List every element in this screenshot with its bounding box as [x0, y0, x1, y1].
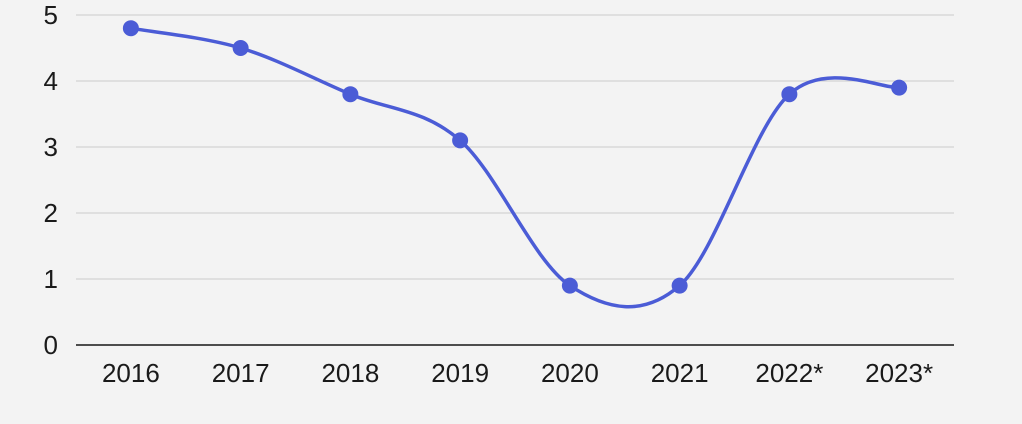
data-point: [891, 79, 908, 96]
data-point: [561, 277, 578, 294]
x-axis-label: 2023*: [865, 358, 933, 388]
data-point: [232, 40, 249, 56]
y-axis-label: 5: [44, 0, 58, 30]
x-axis-label: 2021: [651, 358, 709, 388]
y-axis-label: 2: [44, 198, 58, 228]
data-point: [342, 86, 359, 103]
x-axis-label: 2016: [102, 358, 160, 388]
y-axis-label: 0: [44, 330, 58, 360]
x-axis-label: 2018: [321, 358, 379, 388]
x-axis-label: 2020: [541, 358, 599, 388]
x-axis-label: 2017: [212, 358, 270, 388]
data-line: [129, 26, 901, 309]
data-point: [452, 132, 469, 149]
data-point: [671, 277, 688, 294]
y-axis-label: 1: [44, 264, 58, 294]
x-axis-label: 2022*: [755, 358, 823, 388]
y-axis-label: 4: [44, 66, 58, 96]
y-axis-label: 3: [44, 132, 58, 162]
data-point: [781, 86, 798, 103]
data-point: [122, 20, 139, 37]
x-axis-label: 2019: [431, 358, 489, 388]
